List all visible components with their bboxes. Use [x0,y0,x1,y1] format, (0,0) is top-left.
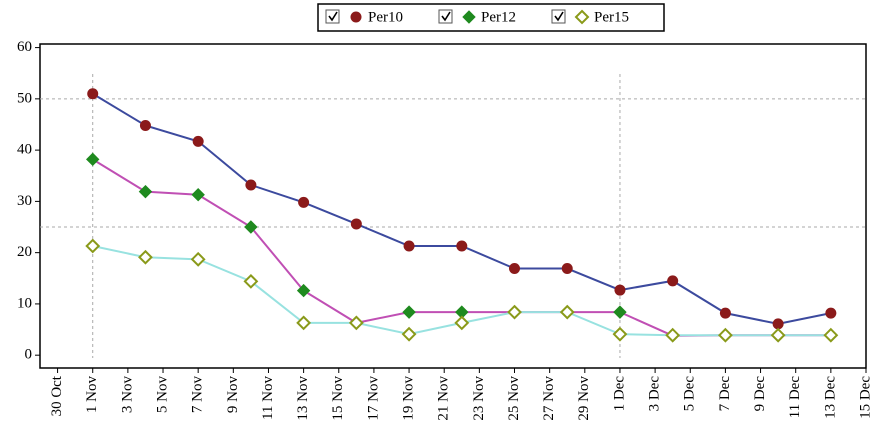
data-point [403,240,415,252]
data-point [614,284,626,296]
data-point [825,307,837,319]
data-point [192,135,204,147]
data-point [456,240,468,252]
legend-marker [462,10,476,24]
x-tick-label: 13 Nov [295,376,311,421]
data-point [243,273,259,289]
x-tick-label: 7 Nov [190,376,206,414]
x-tick-label: 7 Dec [717,376,733,412]
x-tick-label: 9 Nov [225,376,241,414]
data-point [454,315,470,331]
legend-label[interactable]: Per15 [594,9,629,25]
data-point [85,238,101,254]
data-point [507,304,522,320]
legend-marker [574,9,590,25]
data-point [191,188,205,202]
legend-checkbox[interactable] [325,9,340,24]
y-tick-label: 30 [17,193,32,209]
x-tick-label: 11 Nov [260,376,276,421]
y-tick-label: 40 [17,142,32,158]
plot-frame [39,43,867,369]
data-point [717,327,733,343]
legend-check [328,11,338,22]
data-point [772,318,784,330]
data-point [139,120,151,132]
data-point [245,179,257,191]
data-point [770,327,786,343]
data-point [296,283,311,298]
x-tick-label: 30 Oct [49,375,65,416]
data-point [348,315,364,331]
data-point [402,305,416,319]
x-tick-label: 15 Nov [330,376,346,421]
x-tick-label: 1 Dec [611,376,627,412]
x-tick-label: 11 Dec [787,376,803,419]
x-tick-label: 27 Nov [541,376,557,421]
data-point [138,184,153,199]
x-tick-label: 1 Nov [84,376,100,414]
data-point [401,326,417,342]
legend-marker [350,11,362,23]
x-tick-label: 13 Dec [822,376,838,419]
y-tick-label: 0 [25,347,33,363]
x-tick-label: 21 Nov [436,376,452,421]
data-point [612,326,628,342]
data-point [559,304,575,320]
x-tick-label: 15 Dec [857,376,873,419]
data-point [561,263,573,275]
y-tick-label: 60 [17,39,32,55]
data-point [823,327,839,343]
legend-checkbox[interactable] [438,9,453,24]
legend-label[interactable]: Per10 [368,9,403,25]
x-tick-label: 17 Nov [365,376,381,421]
data-point [298,196,310,208]
data-point [613,305,627,319]
data-point [138,249,153,265]
x-tick-label: 29 Nov [576,376,592,421]
x-tick-label: 25 Nov [506,376,522,421]
y-tick-label: 10 [17,295,32,311]
x-tick-label: 23 Nov [471,376,487,421]
series-line [92,92,832,325]
legend-label[interactable]: Per12 [481,9,516,25]
x-tick-label: 19 Nov [401,376,417,421]
x-tick-label: 9 Dec [752,376,768,412]
legend-check [554,11,564,22]
data-point [350,218,362,230]
data-point [190,251,206,267]
data-point [665,327,681,343]
data-point [296,315,312,331]
data-point [87,88,99,100]
x-tick-label: 5 Dec [682,376,698,412]
legend-check [441,11,451,22]
legend-box [317,3,665,32]
data-point [509,263,521,275]
data-point [244,220,258,234]
y-tick-label: 50 [17,90,32,106]
data-point [667,275,679,287]
legend-checkbox[interactable] [551,9,566,24]
data-point [719,307,731,319]
y-tick-label: 20 [17,244,32,260]
data-point [86,152,100,167]
x-tick-label: 5 Nov [154,376,170,414]
x-tick-label: 3 Nov [119,376,135,414]
x-tick-label: 3 Dec [647,376,663,412]
